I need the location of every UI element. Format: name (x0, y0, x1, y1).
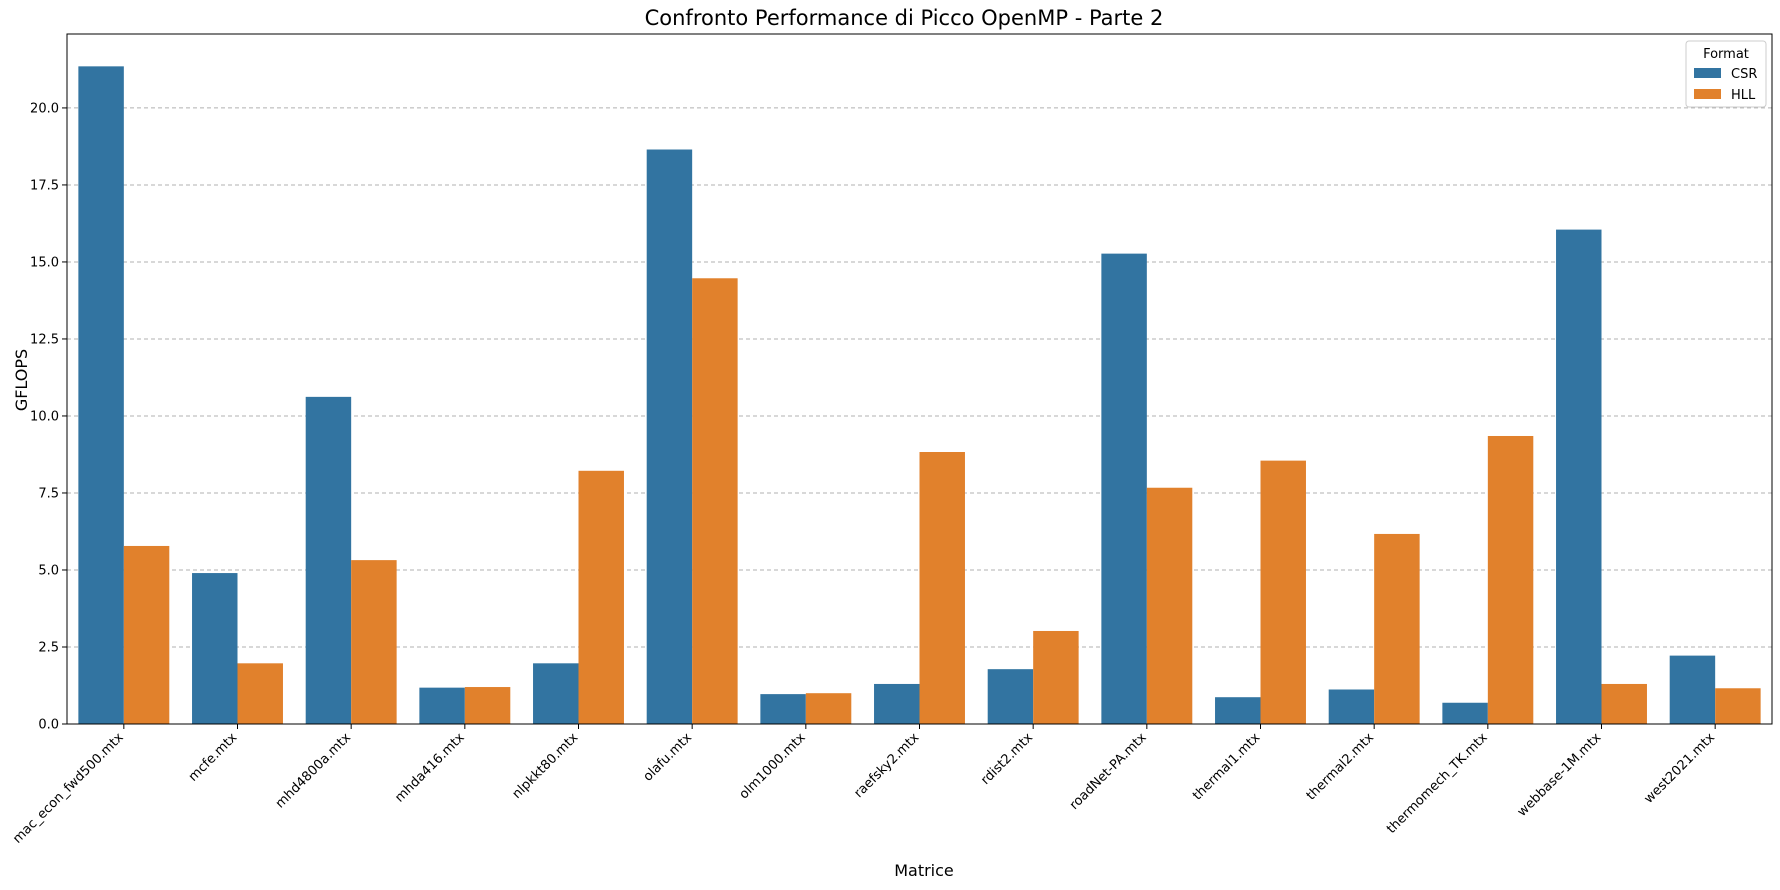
legend-label-csr: CSR (1731, 67, 1757, 82)
bar-csr (305, 396, 352, 724)
bar-csr (533, 663, 579, 724)
bar-hll (464, 687, 511, 724)
bar-hll (1146, 487, 1193, 724)
x-tick-label: thermal1.mtx (1190, 730, 1263, 803)
x-tick-label: olm1000.mtx (737, 730, 809, 802)
bar-hll (123, 545, 170, 724)
bar-csr (1442, 702, 1488, 724)
x-tick-label: roadNet-PA.mtx (1067, 730, 1150, 813)
x-tick-label: rdist2.mtx (978, 730, 1036, 788)
bar-hll (805, 693, 852, 724)
x-tick-label: olafu.mtx (641, 730, 696, 785)
bar-csr (1669, 655, 1716, 724)
bar-csr (1556, 229, 1602, 725)
x-tick-label: raefsky2.mtx (851, 730, 922, 801)
x-tick-label: mcfe.mtx (186, 730, 241, 785)
legend: Format CSR HLL (1685, 40, 1767, 108)
x-tick-label: mhd4800a.mtx (273, 730, 354, 811)
x-tick-label: thermal2.mtx (1304, 730, 1377, 803)
bar-hll (1033, 630, 1079, 724)
y-tick-label: 5.0 (38, 563, 59, 578)
bar-hll (1374, 533, 1420, 724)
bar-csr (987, 669, 1034, 724)
y-tick-label: 0.0 (38, 718, 59, 733)
bar-hll (1601, 683, 1647, 724)
x-tick-label: mac_econ_fwd500.mtx (10, 730, 127, 847)
bar-csr (1215, 697, 1261, 724)
bar-hll (351, 560, 397, 724)
bar-hll (919, 452, 965, 724)
bar-csr (1328, 689, 1375, 724)
y-tick-label: 7.5 (38, 486, 59, 501)
bar-csr (192, 573, 238, 724)
bar-hll (692, 278, 738, 724)
y-tick-label: 20.0 (30, 101, 59, 116)
bar-csr (646, 149, 693, 724)
y-tick-label: 15.0 (30, 255, 59, 270)
chart-title: Confronto Performance di Picco OpenMP - … (645, 6, 1164, 30)
bar-hll (1715, 688, 1761, 724)
legend-label-hll: HLL (1731, 88, 1756, 103)
x-axis-label: Matrice (894, 861, 954, 880)
bar-hll (237, 663, 283, 724)
bars (78, 66, 1761, 725)
bar-csr (760, 694, 806, 724)
bar-hll (1260, 460, 1306, 724)
legend-swatch-csr (1694, 68, 1721, 78)
legend-title: Format (1703, 47, 1749, 62)
x-tick-label: thermomech_TK.mtx (1384, 730, 1491, 837)
y-tick-label: 2.5 (38, 640, 59, 655)
y-tick-label: 17.5 (30, 178, 59, 193)
x-tick-label: nlpkkt80.mtx (510, 730, 582, 802)
y-tick-label: 10.0 (30, 409, 59, 424)
x-axis-ticks: mac_econ_fwd500.mtx mcfe.mtx mhd4800a.mtx m… (10, 724, 1718, 847)
x-tick-label: mhda416.mtx (392, 730, 468, 806)
legend-swatch-hll (1694, 89, 1721, 99)
bar-csr (874, 683, 920, 724)
bar-hll (578, 470, 624, 724)
x-tick-label: west2021.mtx (1642, 730, 1719, 807)
bar-csr (78, 66, 124, 724)
bar-csr (419, 687, 465, 724)
y-axis-ticks: 0.0 2.5 5.0 7.5 10.0 12.5 15.0 17.5 20.0 (30, 101, 67, 733)
y-axis-label: GFLOPS (12, 349, 31, 411)
bar-csr (1101, 253, 1147, 725)
x-tick-label: webbase-1M.mtx (1515, 730, 1605, 820)
bar-hll (1487, 435, 1534, 724)
y-tick-label: 12.5 (30, 332, 59, 347)
